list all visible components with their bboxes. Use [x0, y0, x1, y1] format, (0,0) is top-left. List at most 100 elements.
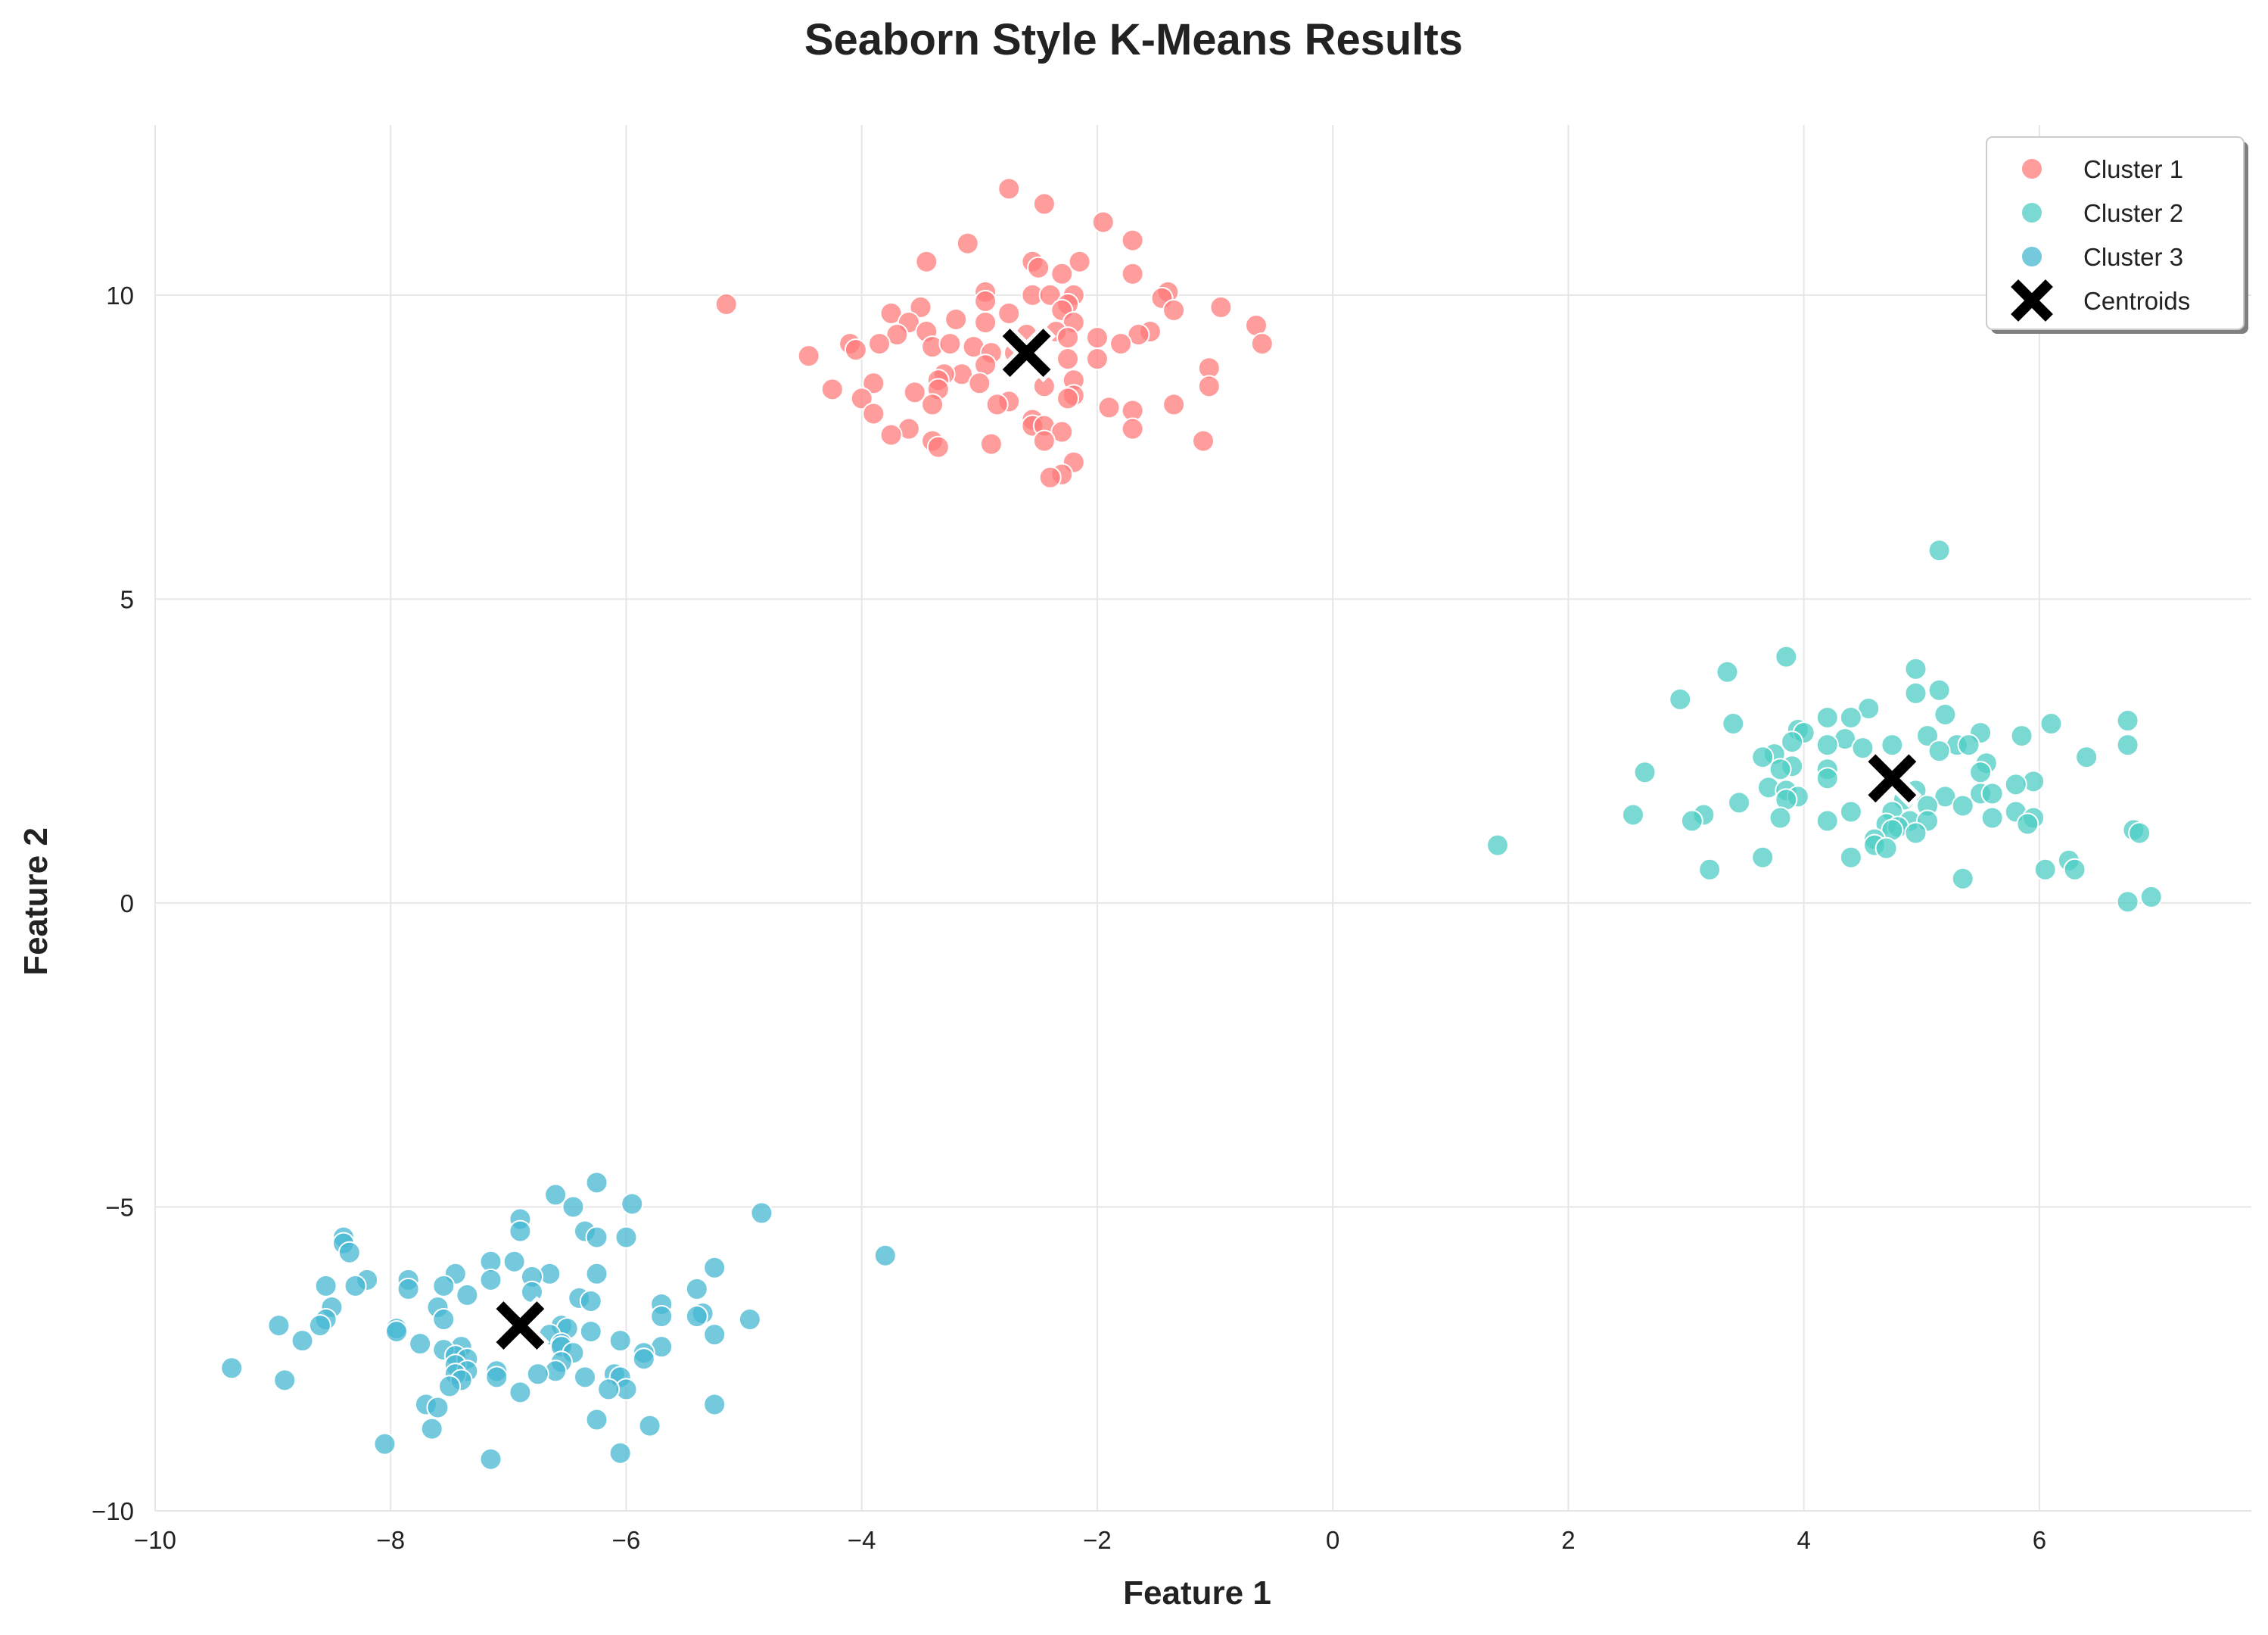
cluster-3-point: [579, 1320, 602, 1344]
cluster-1-point: [985, 393, 1009, 416]
cluster-3-point: [479, 1447, 502, 1471]
cluster-3-point: [385, 1320, 409, 1344]
cluster-2-point: [1769, 758, 1792, 781]
cluster-1-point: [862, 372, 885, 395]
cluster-2-point: [2010, 724, 2033, 748]
x-tick-label: −6: [612, 1526, 641, 1554]
cluster-3-point: [873, 1244, 897, 1267]
x-tick-label: −4: [848, 1526, 876, 1554]
cluster-1-point: [879, 301, 903, 325]
cluster-2-point: [1934, 785, 1957, 808]
y-tick-label: −5: [105, 1193, 134, 1221]
cluster-1-point: [879, 423, 903, 447]
cluster-3-point: [562, 1195, 585, 1219]
x-axis-label: Feature 1: [1123, 1574, 1271, 1612]
cluster-3-point: [608, 1441, 632, 1465]
cluster-3-point: [544, 1183, 568, 1207]
cluster-2-point: [2128, 821, 2151, 845]
cluster-2-point: [1722, 712, 1745, 736]
x-tick-label: 4: [1797, 1526, 1810, 1554]
cluster-1-point: [1127, 323, 1150, 347]
cluster-1-point: [850, 387, 873, 410]
cluster-3-point: [703, 1256, 726, 1279]
cluster-2-point: [1622, 803, 1645, 827]
cluster-2-point: [1815, 705, 1839, 729]
cluster-2-point: [2039, 712, 2063, 736]
cluster-2-point: [1934, 702, 1957, 726]
cluster-3-point: [738, 1308, 761, 1331]
cluster-3-point: [397, 1277, 420, 1300]
cluster-3-point: [750, 1201, 773, 1225]
cluster-1-point: [979, 432, 1003, 456]
cluster-1-point: [1085, 326, 1109, 350]
cluster-2-point: [2116, 733, 2139, 757]
cluster-2-point: [1980, 782, 2004, 805]
cluster-3-point: [585, 1262, 608, 1285]
cluster-2-point: [1916, 724, 1940, 748]
cluster-2-point: [1815, 767, 1839, 790]
cluster-2-point: [1927, 740, 1951, 763]
cluster-3-point: [426, 1396, 450, 1419]
legend-label: Centroids: [2083, 287, 2190, 315]
legend-marker: [2021, 201, 2043, 224]
cluster-3-point: [220, 1356, 244, 1380]
cluster-1-point: [926, 435, 950, 459]
cluster-1-point: [997, 301, 1021, 325]
cluster-3-point: [291, 1329, 314, 1353]
cluster-2-point: [1951, 867, 1974, 890]
cluster-1-point: [1050, 262, 1074, 285]
x-tick-label: −8: [376, 1526, 405, 1554]
cluster-2-point: [1927, 678, 1951, 702]
x-tick-label: 6: [2033, 1526, 2046, 1554]
cluster-2-point: [2116, 890, 2139, 914]
grid-lines: [154, 125, 2251, 1512]
cluster-3-point: [267, 1314, 291, 1338]
cluster-1-point: [1050, 420, 1074, 444]
cluster-2-point: [1874, 836, 1898, 860]
cluster-1-point: [1162, 393, 1186, 416]
cluster-1-point: [885, 323, 909, 347]
cluster-1-point: [1250, 332, 1274, 356]
cluster-1-point: [1056, 347, 1080, 371]
cluster-3-point: [308, 1314, 331, 1338]
cluster-3-point: [485, 1366, 509, 1389]
cluster-3-point: [608, 1329, 632, 1353]
x-tick-labels: −10 −8 −6 −4 −2 0 2 4 6: [134, 1526, 2046, 1554]
cluster-2-point: [1857, 696, 1881, 720]
cluster-2-point: [2016, 812, 2039, 836]
cluster-2-point: [1751, 746, 1775, 769]
legend-label: Cluster 2: [2083, 199, 2183, 227]
y-axis-label: Feature 2: [17, 827, 54, 976]
cluster-2-point: [1698, 858, 1722, 881]
legend: Cluster 1 Cluster 2 Cluster 3 Centroids: [1986, 136, 2248, 334]
cluster-3-point: [432, 1308, 456, 1331]
cluster-1-point: [1091, 210, 1115, 234]
legend-marker: [2021, 157, 2043, 180]
cluster-1-point: [844, 338, 867, 362]
cluster-1-point: [714, 292, 738, 316]
cluster-3-point: [632, 1347, 655, 1371]
cluster-2-point: [1815, 809, 1839, 833]
cluster-3-point: [409, 1332, 432, 1356]
cluster-3-point: [703, 1393, 726, 1416]
cluster-1-point: [1027, 256, 1050, 279]
y-tick-label: −10: [92, 1497, 134, 1525]
cluster-1-point: [1121, 417, 1144, 441]
legend-marker: [2021, 245, 2043, 268]
cluster-1-point: [868, 332, 891, 356]
cluster-2-point: [1633, 761, 1657, 784]
cluster-1-point: [997, 177, 1021, 201]
cluster-2-point: [1751, 846, 1775, 869]
cluster-2-point: [2033, 858, 2057, 881]
cluster-1-point: [1121, 229, 1144, 252]
cluster-2-point: [1927, 539, 1951, 562]
cluster-3-point: [621, 1192, 644, 1216]
cluster-3-point: [650, 1305, 674, 1328]
cluster-2-point: [1957, 733, 1980, 757]
cluster-1-point: [974, 310, 997, 334]
legend-label: Cluster 1: [2083, 155, 2183, 183]
cluster-3-point: [638, 1414, 661, 1437]
cluster-1-point: [1056, 326, 1080, 350]
